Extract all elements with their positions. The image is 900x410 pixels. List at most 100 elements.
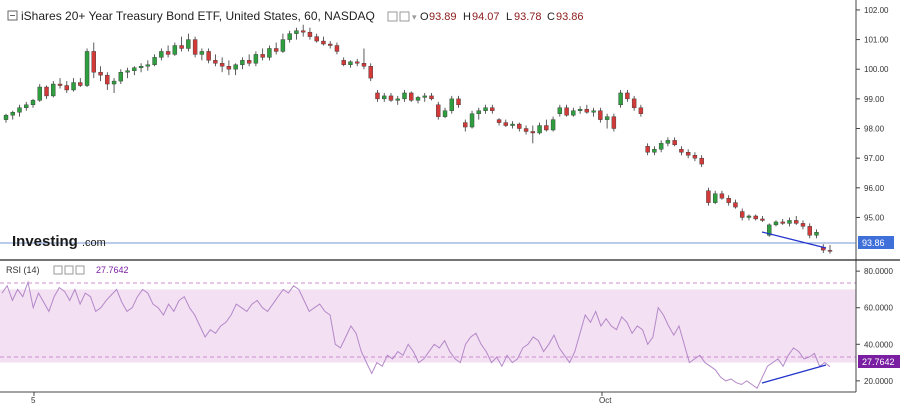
last-price-tag xyxy=(858,236,894,249)
candle-body xyxy=(321,40,326,45)
candle-body xyxy=(780,221,785,224)
time-tick-label: Oct xyxy=(599,396,612,405)
high-value: 94.07 xyxy=(472,11,500,23)
collapse-icon[interactable] xyxy=(7,10,18,21)
rsi-eye-icon[interactable] xyxy=(64,265,74,275)
candle-body xyxy=(517,123,522,129)
candle-body xyxy=(71,82,76,91)
candle-body xyxy=(240,60,245,65)
candle-body xyxy=(382,95,387,100)
candle-body xyxy=(368,66,373,79)
header-settings-icons[interactable]: ▾ xyxy=(387,11,417,22)
rsi-value-tag-text: 27.7642 xyxy=(862,357,895,367)
candle-body xyxy=(577,109,583,111)
candle-body xyxy=(739,211,745,218)
candle-body xyxy=(469,113,475,128)
candle-body xyxy=(280,39,286,52)
rsi-settings-icon[interactable] xyxy=(53,265,63,275)
candle-body xyxy=(219,63,225,67)
candle-body xyxy=(395,98,400,101)
candle-body xyxy=(159,51,164,58)
candle-body xyxy=(179,45,184,49)
candle-body xyxy=(652,149,657,153)
candle-body xyxy=(706,190,711,203)
candle-body xyxy=(125,70,130,73)
candle-body xyxy=(375,92,380,100)
last-price-tag-text: 93.86 xyxy=(862,238,885,248)
candle-body xyxy=(253,54,259,64)
candle-body xyxy=(611,116,617,129)
candle-body xyxy=(767,224,772,236)
candle-body xyxy=(719,193,725,199)
candle-body xyxy=(773,221,779,226)
close-value: 93.86 xyxy=(556,11,584,23)
price-tick-label: 100.00 xyxy=(864,65,889,74)
candle-body xyxy=(267,48,272,58)
open-value: 93.89 xyxy=(429,11,457,23)
rsi-trend-line[interactable] xyxy=(761,364,827,384)
candle-body xyxy=(564,107,569,116)
candle-body xyxy=(118,71,124,82)
candle-body xyxy=(496,119,502,123)
candle-body xyxy=(604,116,610,120)
candle-body xyxy=(300,30,306,33)
brand-suffix: .com xyxy=(82,237,106,249)
open-key: O xyxy=(420,11,429,23)
chevron-down-icon[interactable]: ▾ xyxy=(412,12,417,22)
candle-body xyxy=(233,64,238,70)
candle-body xyxy=(138,66,144,68)
candle-body xyxy=(483,107,488,111)
candle-body xyxy=(530,131,536,134)
candle-body xyxy=(746,215,752,218)
price-tick-label: 101.00 xyxy=(864,36,889,45)
candle-body xyxy=(537,125,542,134)
price-tick-label: 99.00 xyxy=(864,95,885,104)
candles-group xyxy=(3,24,833,254)
rsi-close-icon[interactable] xyxy=(75,265,85,275)
candle-body xyxy=(523,128,529,132)
candle-body xyxy=(598,110,603,120)
time-tick-label: 5 xyxy=(31,396,36,405)
candle-body xyxy=(726,197,731,203)
candle-body xyxy=(105,74,110,85)
candle-body xyxy=(294,30,299,34)
candle-body xyxy=(571,110,576,116)
eye-icon[interactable] xyxy=(399,11,410,22)
rsi-axis: 80.0000 60.0000 40.0000 20.0000 xyxy=(856,267,893,386)
low-key: L xyxy=(506,11,512,23)
candle-body xyxy=(111,80,117,85)
candle-body xyxy=(84,51,90,86)
price-trend-line[interactable] xyxy=(761,231,827,249)
candle-body xyxy=(631,98,637,108)
candle-body xyxy=(449,98,454,111)
rsi-series-line xyxy=(1,280,831,389)
rsi-value: 27.7642 xyxy=(96,265,129,275)
candle-body xyxy=(44,86,49,97)
candle-body xyxy=(307,31,313,37)
candle-body xyxy=(334,45,340,52)
candle-body xyxy=(186,39,191,49)
candle-body xyxy=(64,85,69,91)
candle-body xyxy=(361,63,367,67)
candle-body xyxy=(165,51,171,55)
brand-logo: Investing xyxy=(12,233,78,250)
candle-body xyxy=(685,152,691,156)
candle-body xyxy=(591,110,596,113)
price-axis: 102.00 101.00 100.00 99.00 98.00 97.00 96.00 95… xyxy=(856,6,889,222)
candle-body xyxy=(314,36,319,42)
candle-body xyxy=(57,83,63,86)
candle-body xyxy=(510,123,515,126)
candle-body xyxy=(699,157,704,165)
candle-body xyxy=(51,83,56,97)
settings-icon[interactable] xyxy=(387,11,398,22)
price-tick-label: 96.00 xyxy=(864,184,885,193)
candle-body xyxy=(172,45,178,55)
candle-body xyxy=(544,125,549,131)
price-tick-label: 98.00 xyxy=(864,125,885,134)
candle-body xyxy=(645,146,650,153)
candle-body xyxy=(213,60,218,64)
candle-body xyxy=(3,114,9,120)
candle-body xyxy=(355,61,360,64)
candle-body xyxy=(760,218,765,221)
